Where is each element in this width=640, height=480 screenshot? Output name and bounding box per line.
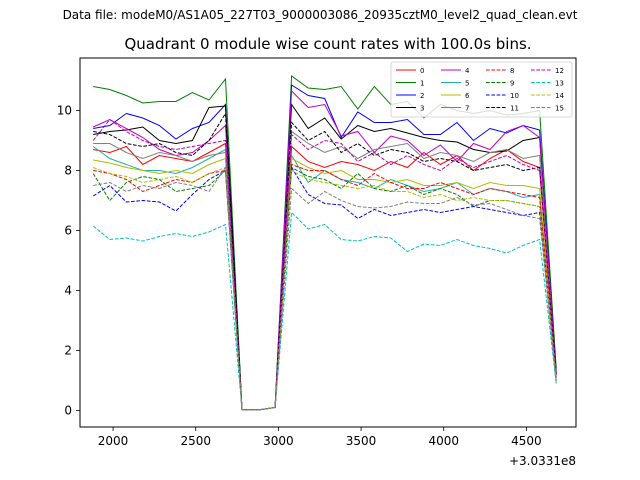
x-tick-label: 3000 — [263, 434, 294, 448]
series-line-13 — [92, 211, 557, 411]
legend-label-10: 10 — [510, 92, 519, 100]
series-line-11 — [93, 111, 557, 411]
y-tick-label: 6 — [64, 224, 72, 238]
series-line-0 — [93, 142, 557, 411]
y-tick-label: 4 — [64, 284, 72, 298]
x-tick-label: 2000 — [98, 434, 129, 448]
legend-label-1: 1 — [420, 80, 424, 88]
legend-label-8: 8 — [510, 67, 514, 75]
x-tick-label: 3500 — [346, 434, 377, 448]
y-tick-label: 8 — [64, 164, 72, 178]
series-line-14 — [93, 166, 557, 411]
legend-label-4: 4 — [465, 67, 470, 75]
chart-title: Quadrant 0 module wise count rates with … — [124, 35, 532, 53]
series-line-8 — [93, 163, 557, 411]
series-line-3 — [93, 103, 557, 411]
legend-label-7: 7 — [465, 105, 469, 113]
legend-label-9: 9 — [510, 80, 514, 88]
series-line-10 — [92, 165, 557, 411]
series-line-6 — [93, 157, 557, 411]
series-line-1 — [93, 75, 557, 411]
legend-box — [390, 61, 573, 118]
x-tick-label: 4500 — [511, 434, 542, 448]
legend-label-15: 15 — [555, 105, 564, 113]
x-tick-label: 4000 — [428, 434, 459, 448]
series-line-2 — [93, 84, 557, 411]
legend-label-5: 5 — [465, 80, 469, 88]
series-line-9 — [92, 166, 557, 411]
legend-label-13: 13 — [555, 80, 564, 88]
legend-label-0: 0 — [420, 67, 424, 75]
y-tick-label: 0 — [64, 404, 72, 418]
y-tick-label: 10 — [57, 104, 72, 118]
x-offset-label: +3.0331e8 — [509, 454, 576, 468]
series-line-7 — [93, 130, 557, 411]
legend-label-14: 14 — [555, 92, 564, 100]
legend-label-11: 11 — [510, 105, 519, 113]
series-line-4 — [92, 89, 557, 411]
legend-label-3: 3 — [420, 105, 424, 113]
data-file-label: Data file: modeM0/AS1A05_227T03_90000030… — [62, 8, 578, 22]
x-tick-label: 2500 — [180, 434, 211, 448]
legend-label-6: 6 — [465, 92, 470, 100]
ticks-layer: 2000 2500 3000 3500 4000 4500 0 2 4 6 8 10 — [57, 104, 542, 449]
series-line-5 — [92, 146, 557, 411]
legend-label-12: 12 — [555, 67, 564, 75]
axes-frame — [79, 57, 577, 428]
series-line-15 — [93, 166, 557, 411]
series-line-12 — [92, 118, 557, 411]
legend-label-2: 2 — [420, 92, 424, 100]
y-tick-label: 2 — [64, 344, 72, 358]
series-layer — [92, 75, 557, 411]
